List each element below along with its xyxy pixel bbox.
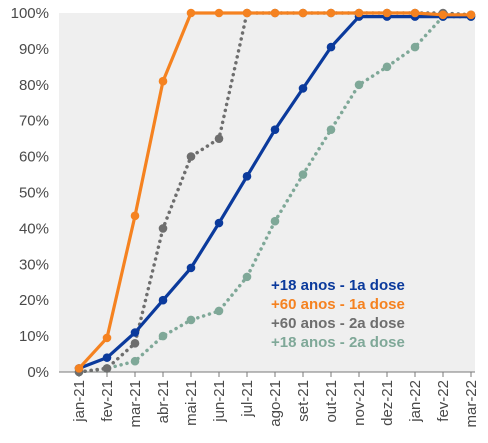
data-point <box>130 356 140 366</box>
data-point <box>130 211 140 221</box>
data-point <box>186 152 196 161</box>
x-tick-label: mai-21 <box>183 380 200 426</box>
data-point <box>354 80 364 90</box>
y-tick-label: 70% <box>19 113 49 130</box>
x-tick-label: ago-21 <box>267 380 284 427</box>
data-point <box>326 125 336 134</box>
y-tick-label: 50% <box>19 185 49 202</box>
data-point <box>214 8 224 18</box>
data-point <box>74 364 84 373</box>
series-lines <box>74 8 476 377</box>
data-point <box>102 364 112 373</box>
data-point <box>298 84 308 93</box>
x-tick-label: mar-21 <box>127 380 144 428</box>
x-tick-label: nov-21 <box>351 380 368 426</box>
y-tick-label: 80% <box>19 77 49 94</box>
data-point <box>214 134 224 143</box>
data-point <box>270 216 280 226</box>
y-tick-label: 20% <box>19 292 49 309</box>
y-tick-label: 30% <box>19 256 49 273</box>
x-tick-label: jun-21 <box>211 380 228 423</box>
y-tick-label: 0% <box>27 364 49 381</box>
data-point <box>382 62 392 72</box>
data-point <box>158 224 168 233</box>
data-point <box>214 306 224 316</box>
series-1 <box>74 8 476 373</box>
plot-area <box>59 13 475 372</box>
data-point <box>242 272 252 282</box>
y-tick-label: 60% <box>19 149 49 166</box>
data-point <box>102 353 112 362</box>
data-point <box>186 315 196 325</box>
data-point <box>158 331 168 341</box>
x-tick-label: dez-21 <box>379 380 396 426</box>
y-axis: 0% 10% 20% 30% 40% 50% 60% 70% 80% 90% 100% <box>11 5 49 381</box>
x-tick-label: jul-21 <box>239 380 256 418</box>
x-tick-label: fev-22 <box>435 380 452 422</box>
x-tick-label: mar-22 <box>463 380 480 428</box>
data-point <box>410 8 420 18</box>
data-point <box>298 170 308 179</box>
y-tick-label: 90% <box>19 41 49 58</box>
y-tick-label: 40% <box>19 220 49 237</box>
legend-entry: +60 anos - 1a dose <box>271 296 405 313</box>
legend-entry: +18 anos - 2a dose <box>271 334 405 351</box>
data-point <box>242 8 252 18</box>
data-point <box>242 172 252 181</box>
data-point <box>270 8 280 18</box>
x-axis: jan-21 fev-21 mar-21 abr-21 mai-21 jun-21 jul-… <box>59 371 480 428</box>
x-tick-label: jan-21 <box>71 380 88 423</box>
data-point <box>186 8 196 18</box>
data-point <box>410 42 420 52</box>
x-tick-label: out-21 <box>323 380 340 423</box>
data-point <box>382 8 392 18</box>
data-point <box>214 218 224 228</box>
data-point <box>438 10 448 20</box>
y-tick-label: 10% <box>19 328 49 345</box>
x-tick-label: fev-21 <box>99 380 116 422</box>
legend-entry: +60 anos - 2a dose <box>271 315 405 332</box>
data-point <box>354 8 364 18</box>
data-point <box>130 328 140 337</box>
data-point <box>186 263 196 273</box>
data-point <box>326 8 336 18</box>
data-point <box>102 333 112 343</box>
data-point <box>158 295 168 305</box>
legend-entry: +18 anos - 1a dose <box>271 277 405 294</box>
x-tick-label: abr-21 <box>155 380 172 423</box>
data-point <box>298 8 308 18</box>
x-tick-label: set-21 <box>295 380 312 422</box>
data-point <box>270 125 280 134</box>
data-point <box>130 338 140 348</box>
data-point <box>158 76 168 86</box>
legend: +18 anos - 1a dose +60 anos - 1a dose +60 … <box>271 277 405 351</box>
y-tick-label: 100% <box>11 5 49 22</box>
data-point <box>466 10 476 20</box>
x-tick-label: jan-22 <box>407 380 424 423</box>
data-point <box>326 42 336 52</box>
